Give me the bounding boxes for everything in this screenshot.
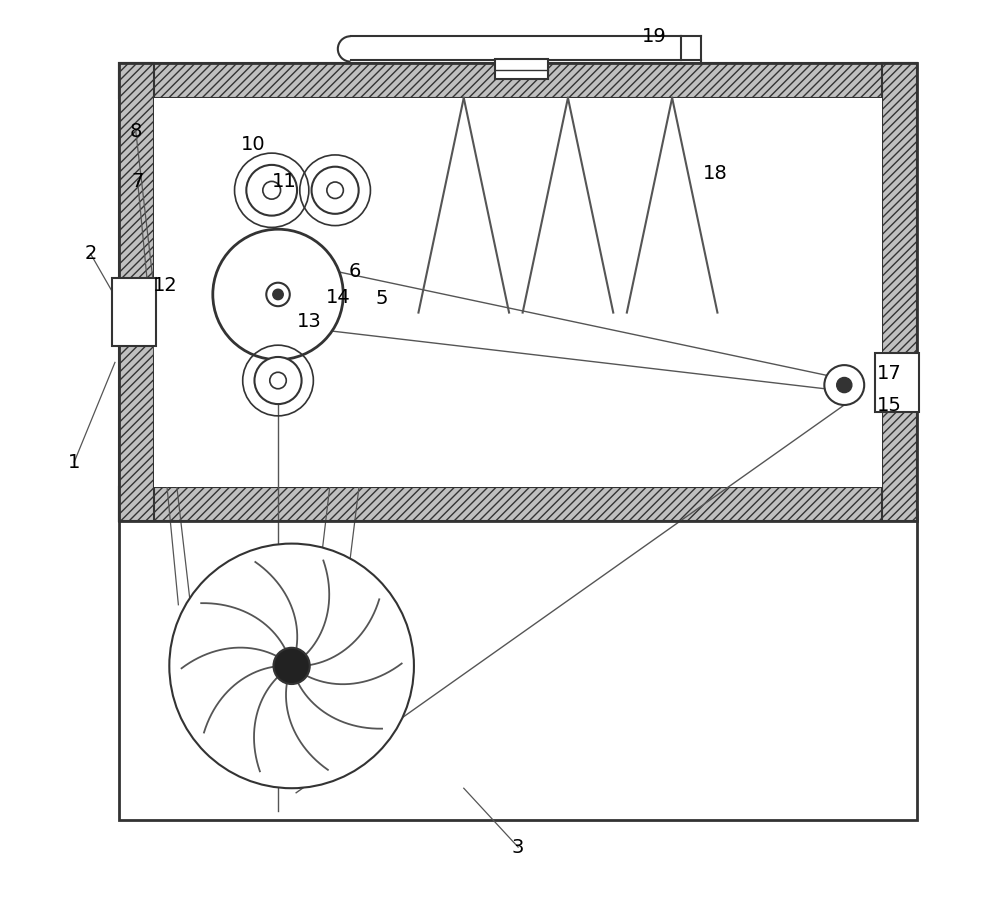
Text: 11: 11	[272, 172, 297, 190]
Circle shape	[246, 165, 297, 216]
Text: 18: 18	[703, 165, 728, 183]
Text: 19: 19	[642, 27, 666, 45]
Bar	[119, 63, 154, 521]
Text: 5: 5	[376, 290, 388, 308]
Text: 6: 6	[349, 263, 361, 281]
Circle shape	[266, 283, 290, 306]
Text: 8: 8	[130, 122, 142, 140]
Bar	[119, 63, 917, 521]
Bar	[875, 353, 919, 412]
Text: 10: 10	[241, 136, 266, 154]
Circle shape	[274, 648, 310, 684]
Text: 12: 12	[152, 276, 177, 294]
Text: 13: 13	[297, 313, 322, 331]
Text: 2: 2	[84, 245, 97, 263]
Bar	[154, 98, 882, 487]
Bar	[119, 63, 917, 98]
Text: 7: 7	[131, 172, 144, 190]
Circle shape	[273, 289, 283, 300]
Circle shape	[169, 544, 414, 788]
Circle shape	[254, 357, 302, 404]
Bar	[495, 59, 548, 79]
Circle shape	[837, 378, 852, 392]
Circle shape	[213, 229, 343, 360]
Circle shape	[824, 365, 864, 405]
Bar	[112, 278, 156, 346]
Bar	[119, 487, 917, 521]
Text: 3: 3	[512, 838, 524, 856]
Circle shape	[312, 167, 359, 214]
Text: 17: 17	[877, 364, 902, 382]
Bar	[119, 512, 917, 820]
Text: 1: 1	[68, 453, 80, 471]
Text: 15: 15	[877, 397, 902, 415]
Bar	[882, 63, 917, 521]
Text: 14: 14	[326, 288, 351, 306]
